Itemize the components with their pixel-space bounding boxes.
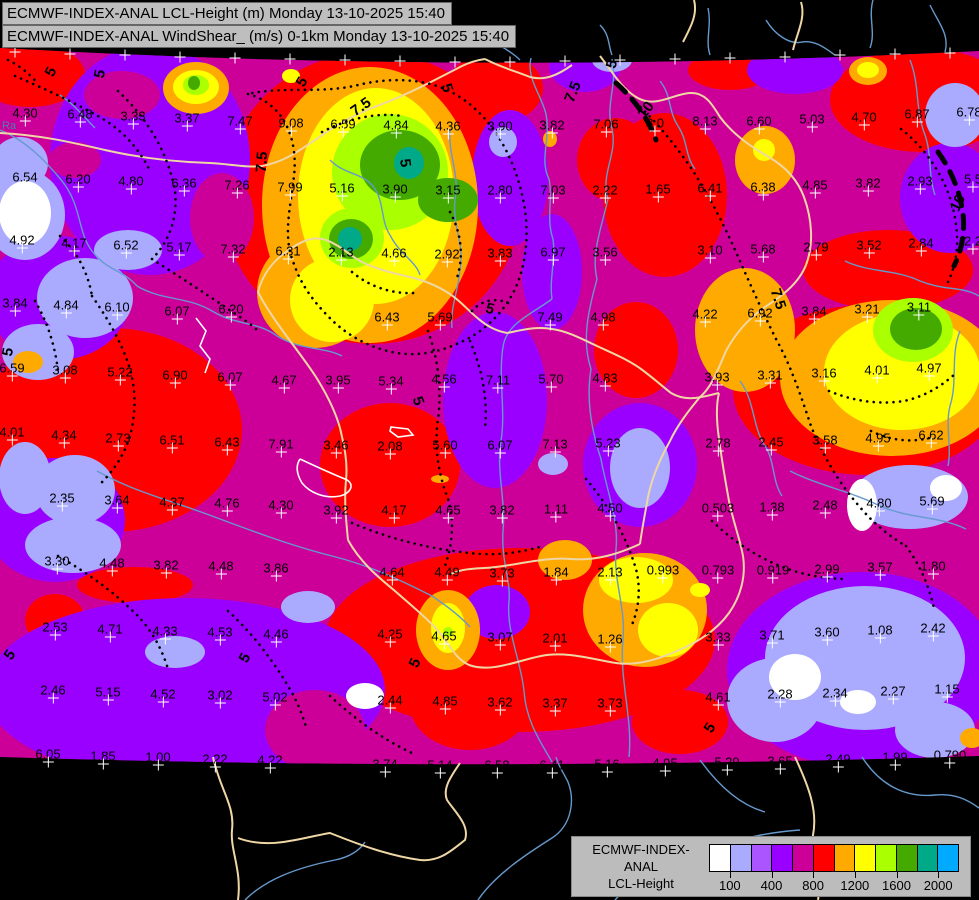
lcl-color-field bbox=[0, 48, 979, 765]
legend-tick bbox=[896, 872, 898, 878]
legend-tick-label: 100 bbox=[718, 878, 741, 893]
title-bar-windshear: ECMWF-INDEX-ANAL WindShear_ (m/s) 0-1km … bbox=[2, 25, 517, 48]
legend-swatch bbox=[750, 844, 773, 872]
legend-tick bbox=[938, 872, 940, 878]
legend-title-block: ECMWF-INDEX-ANAL LCL-Height m bbox=[576, 841, 706, 900]
river-name-label: Ra bbox=[2, 120, 17, 132]
legend-tick bbox=[854, 872, 856, 878]
legend-swatch bbox=[875, 844, 897, 872]
lcl-magenta-patches bbox=[49, 71, 365, 765]
windshear-contours bbox=[6, 58, 959, 755]
legend-units: m bbox=[576, 892, 706, 900]
legend-tick bbox=[813, 872, 815, 878]
lcl-teal-zones bbox=[338, 147, 424, 251]
legend-swatch bbox=[916, 844, 939, 872]
legend-swatch bbox=[771, 844, 793, 872]
legend-swatch bbox=[792, 844, 814, 872]
legend-swatch bbox=[709, 844, 731, 872]
legend-swatch bbox=[833, 844, 856, 872]
legend-subtitle: LCL-Height bbox=[608, 876, 674, 891]
legend-tick-label: 1600 bbox=[882, 878, 911, 893]
legend-tick-label: 800 bbox=[802, 878, 825, 893]
country-borders-white bbox=[195, 317, 415, 498]
legend-tick bbox=[729, 872, 731, 878]
legend-panel: ECMWF-INDEX-ANAL LCL-Height m 100 400 800 1… bbox=[571, 836, 971, 900]
legend-title: ECMWF-INDEX-ANAL bbox=[592, 842, 690, 874]
legend-tick-label: 400 bbox=[760, 878, 783, 893]
legend-swatch bbox=[937, 844, 959, 872]
title-lcl-text: ECMWF-INDEX-ANAL LCL-Height (m) Monday 1… bbox=[7, 5, 445, 22]
windshear-contours-bold bbox=[613, 80, 967, 269]
lcl-green-zones bbox=[188, 76, 942, 350]
legend-tick bbox=[771, 872, 773, 878]
legend-tick-label: 2000 bbox=[923, 878, 953, 893]
title-windshear-text: ECMWF-INDEX-ANAL WindShear_ (m/s) 0-1km … bbox=[7, 28, 510, 45]
legend-swatch bbox=[729, 844, 752, 872]
legend-color-scale bbox=[709, 844, 959, 872]
legend-swatch bbox=[812, 844, 835, 872]
title-bar-lcl: ECMWF-INDEX-ANAL LCL-Height (m) Monday 1… bbox=[2, 2, 452, 25]
legend-swatch bbox=[854, 844, 876, 872]
legend-tick-label: 1200 bbox=[840, 878, 870, 893]
legend-swatch bbox=[895, 844, 918, 872]
